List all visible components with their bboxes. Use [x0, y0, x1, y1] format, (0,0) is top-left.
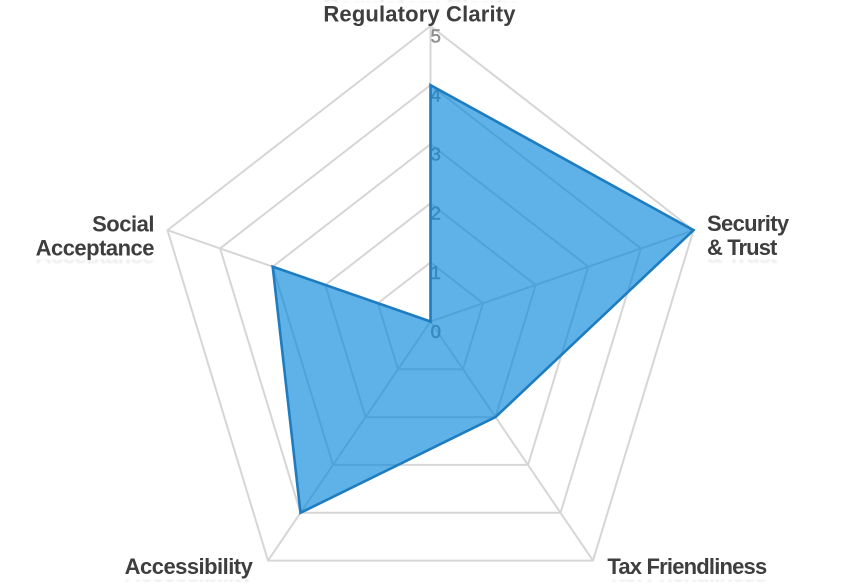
- svg-text:Tax Friendliness: Tax Friendliness: [607, 562, 767, 585]
- svg-text:& Trust: & Trust: [707, 235, 778, 260]
- svg-text:Tax Friendliness: Tax Friendliness: [607, 554, 767, 579]
- svg-text:Acceptance: Acceptance: [36, 244, 155, 269]
- svg-text:5: 5: [431, 25, 441, 46]
- svg-text:Regulatory Clarity: Regulatory Clarity: [323, 2, 516, 27]
- svg-text:Acceptance: Acceptance: [36, 236, 155, 261]
- svg-text:Accessibility: Accessibility: [125, 554, 254, 579]
- svg-text:Social: Social: [92, 212, 154, 237]
- svg-text:Security: Security: [707, 211, 790, 236]
- svg-text:& Trust: & Trust: [707, 243, 778, 268]
- svg-text:Regulatory Clarity: Regulatory Clarity: [323, 0, 516, 19]
- svg-text:Accessibility: Accessibility: [125, 562, 254, 585]
